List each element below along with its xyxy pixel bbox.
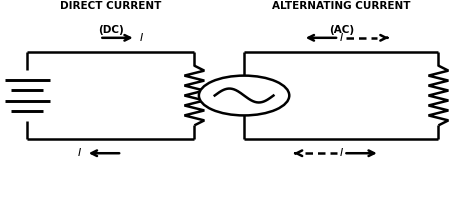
Text: DIRECT CURRENT: DIRECT CURRENT: [60, 1, 161, 11]
Text: ALTERNATING CURRENT: ALTERNATING CURRENT: [272, 1, 410, 11]
Text: I: I: [339, 33, 342, 43]
Circle shape: [198, 76, 289, 115]
Text: I: I: [78, 148, 81, 158]
Text: I: I: [140, 33, 143, 43]
Text: (AC): (AC): [328, 25, 353, 35]
Text: I: I: [339, 148, 342, 158]
Text: (DC): (DC): [98, 25, 123, 35]
